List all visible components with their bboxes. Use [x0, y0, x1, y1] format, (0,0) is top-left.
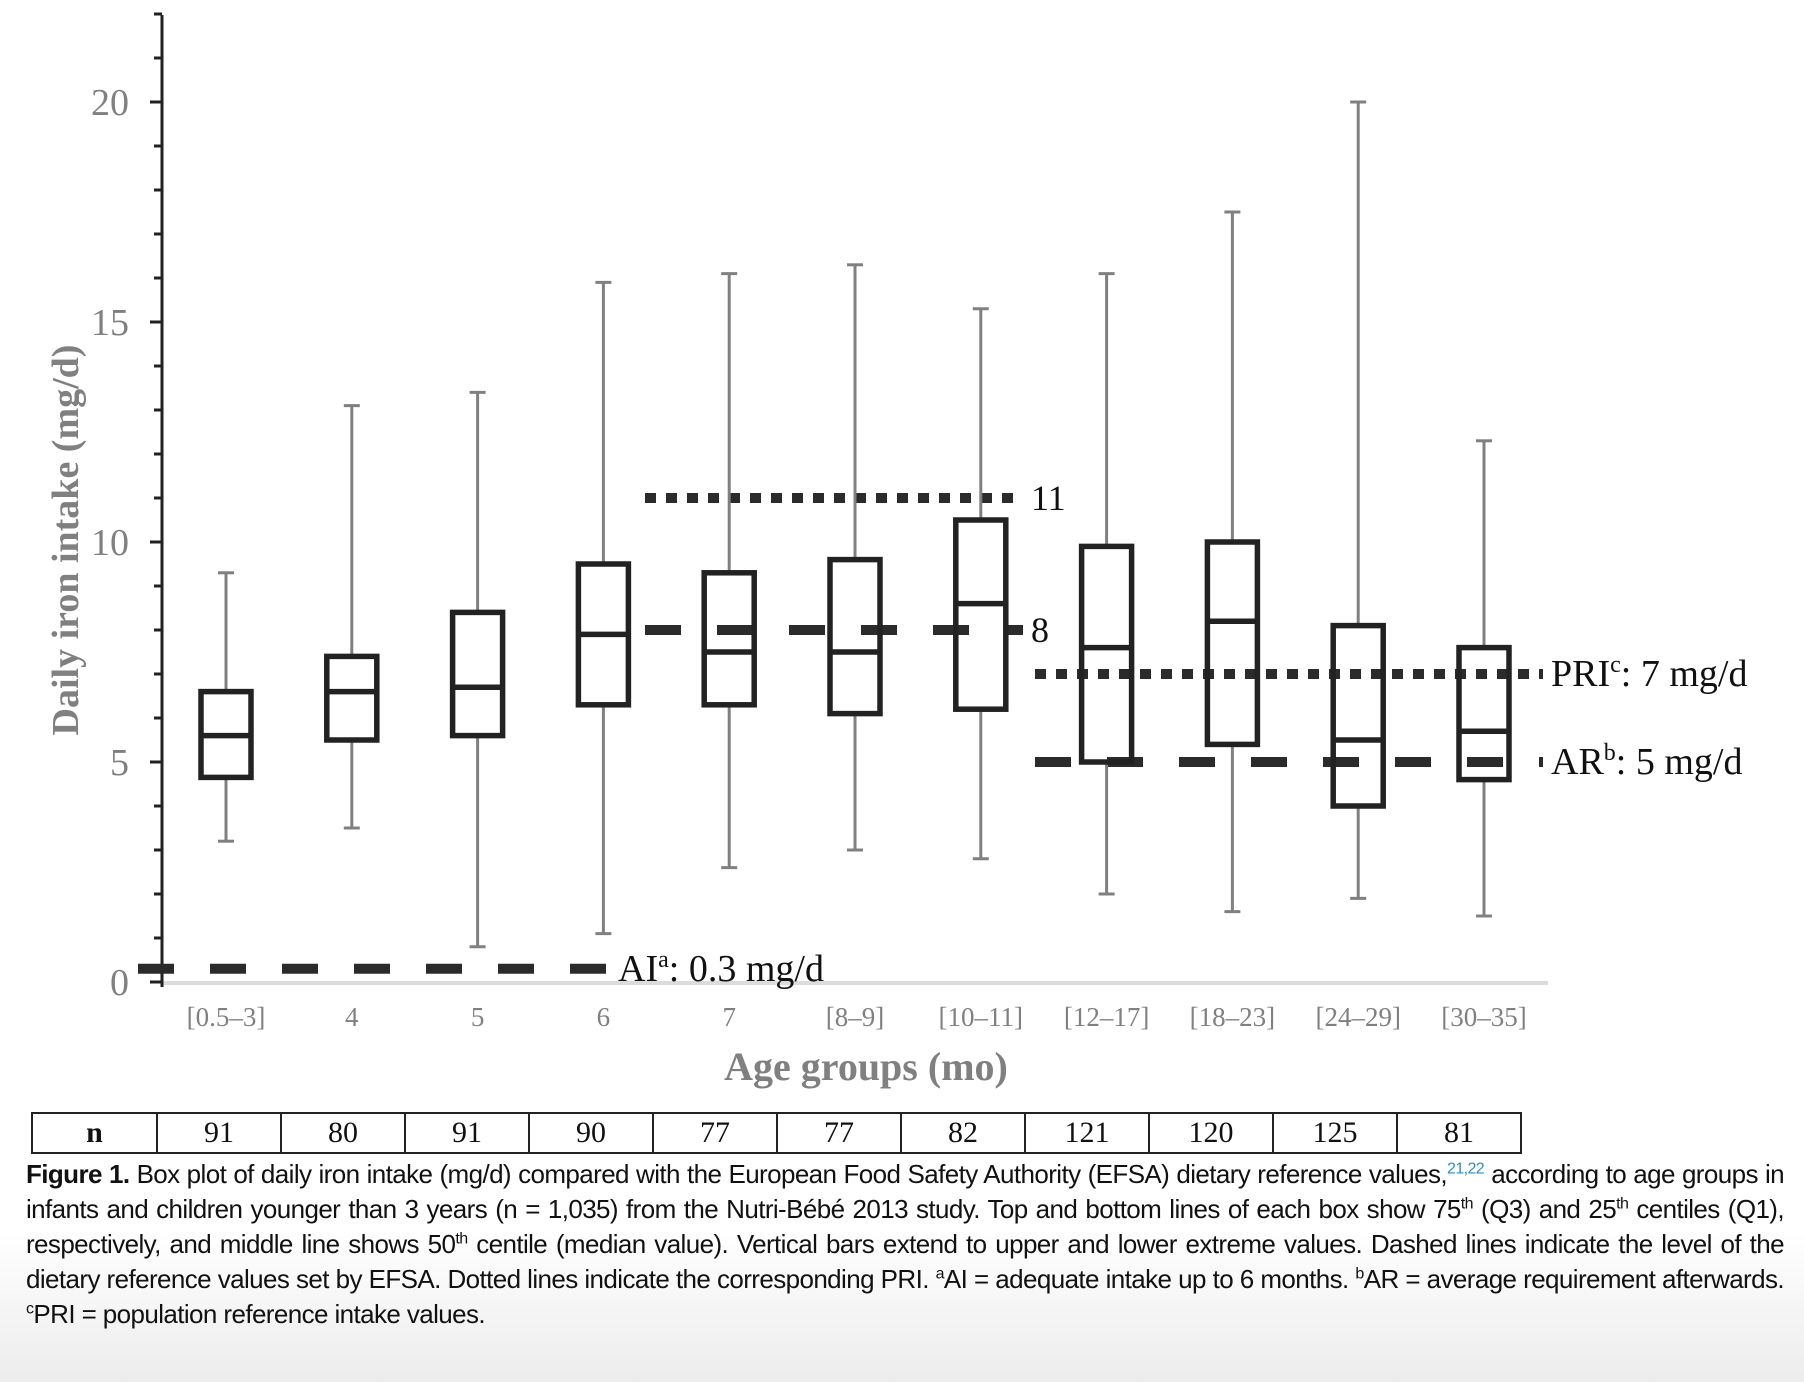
caption-text: centiles (Q1), respectively, and middle …	[26, 1194, 1785, 1259]
sample-size-table: n 91 80 91 90 77 77 82 121 120 125 81	[31, 1112, 1522, 1154]
sample-size-cell: 125	[1272, 1112, 1398, 1154]
box-iqr	[827, 556, 883, 717]
reference-line-label: 8	[1031, 610, 1049, 650]
box-iqr	[1078, 543, 1135, 765]
sample-size-cell: 121	[1024, 1112, 1150, 1154]
sample-size-cell: 90	[528, 1112, 654, 1154]
sample-size-cell: 81	[1396, 1112, 1522, 1154]
y-tick-label: 15	[91, 302, 129, 344]
figure-label: Figure 1.	[26, 1159, 130, 1189]
y-tick-label: 0	[110, 962, 129, 1004]
caption-sup: th	[1616, 1195, 1629, 1213]
citation-link[interactable]: 21,22	[1447, 1160, 1485, 1178]
caption-text: centile (median value). Vertical bars ex…	[26, 1229, 1785, 1294]
box-iqr	[1204, 539, 1261, 748]
sample-size-cell: 77	[776, 1112, 902, 1154]
x-tick-label: 7	[722, 1002, 736, 1032]
x-axis-title: Age groups (mo)	[724, 1044, 1008, 1089]
x-tick-label: [10–11]	[939, 1002, 1023, 1032]
page-bottom-shade	[0, 1232, 1804, 1382]
box-iqr	[1330, 622, 1386, 809]
sample-size-cell: 80	[280, 1112, 406, 1154]
sample-size-cell: 91	[404, 1112, 530, 1154]
reference-line-label: ARb: 5 mg/d	[1551, 740, 1742, 783]
sample-size-header: n	[31, 1112, 158, 1154]
box-iqr	[701, 570, 757, 708]
box-iqr	[324, 653, 380, 743]
caption-sup: b	[1355, 1265, 1364, 1283]
x-tick-label: [30–35]	[1441, 1002, 1526, 1032]
y-tick-label: 10	[91, 522, 129, 564]
x-tick-label: [12–17]	[1064, 1002, 1149, 1032]
sample-size-cell: 77	[652, 1112, 778, 1154]
y-tick-label: 20	[91, 82, 129, 124]
box-iqr	[953, 517, 1009, 712]
caption-sup: th	[455, 1230, 468, 1248]
x-tick-label: [24–29]	[1315, 1002, 1400, 1032]
x-tick-label: [8–9]	[826, 1002, 884, 1032]
sample-size-row: n 91 80 91 90 77 77 82 121 120 125 81	[31, 1112, 1522, 1154]
reference-line-label: 11	[1031, 478, 1066, 518]
reference-line-label: AIa: 0.3 mg/d	[618, 947, 824, 990]
y-tick-label: 5	[110, 742, 129, 784]
x-tick-label: [0.5–3]	[187, 1002, 266, 1032]
figure-caption: Figure 1. Box plot of daily iron intake …	[26, 1157, 1785, 1332]
box-iqr	[449, 609, 506, 739]
x-tick-label: 6	[597, 1002, 611, 1032]
sample-size-cell: 91	[156, 1112, 282, 1154]
sample-size-cell: 82	[900, 1112, 1026, 1154]
caption-sup: a	[935, 1265, 945, 1283]
caption-sup: th	[1460, 1195, 1474, 1213]
y-axis-title: Daily iron intake (mg/d)	[45, 345, 87, 736]
x-tick-label: 4	[345, 1002, 359, 1032]
x-tick-label: [18–23]	[1190, 1002, 1275, 1032]
box-plot-chart: 0 5 10 15 20 [0.5–3] 4 5 6 7 [8–9] [10–11] [12–17] [1…	[45, 12, 1747, 1089]
caption-text: Box plot of daily iron intake (mg/d) com…	[129, 1159, 1448, 1189]
sample-size-cell: 120	[1148, 1112, 1274, 1154]
x-tick-label: 5	[471, 1002, 485, 1032]
box-iqr	[1456, 644, 1512, 783]
reference-line-label: PRIc: 7 mg/d	[1551, 652, 1747, 695]
caption-text: (Q3) and 25	[1472, 1194, 1617, 1224]
caption-text: PRI = population reference intake values…	[33, 1299, 486, 1329]
caption-text: according to age groups in infants and c…	[26, 1159, 1785, 1224]
caption-sup: c	[26, 1300, 34, 1318]
caption-text: AI = adequate intake up to 6 months.	[943, 1264, 1356, 1294]
caption-text: AR = average requirement afterwards.	[1363, 1264, 1785, 1294]
